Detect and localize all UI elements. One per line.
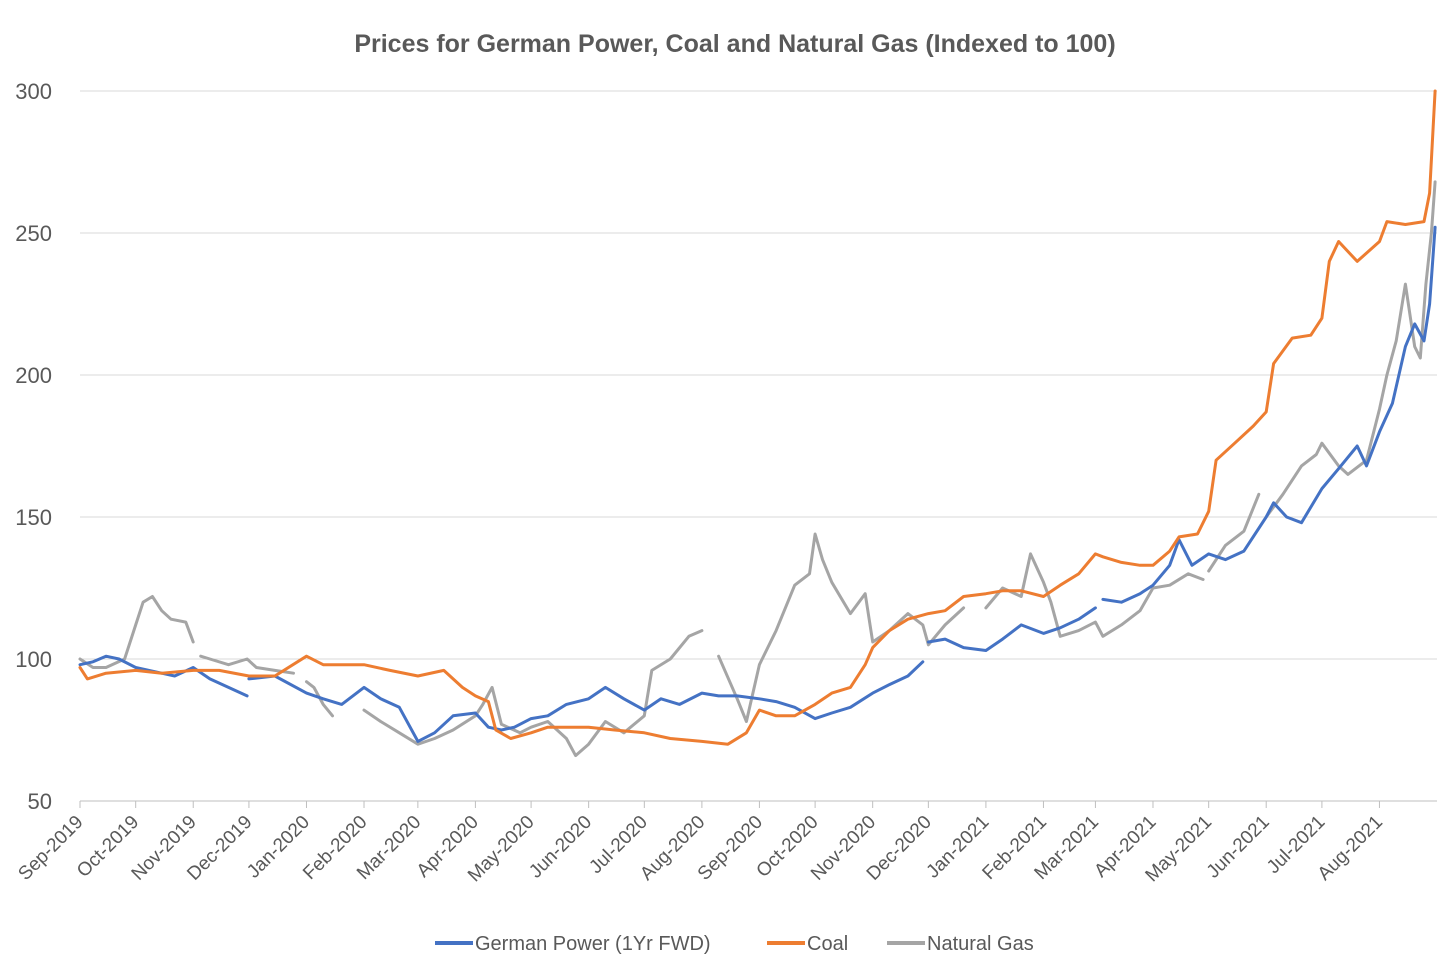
y-tick-label: 250 xyxy=(15,221,52,246)
legend-label: Coal xyxy=(807,933,848,955)
series-line-german-power-1yr-fwd xyxy=(78,225,1437,743)
y-tick-label: 100 xyxy=(15,647,52,672)
y-tick-label: 150 xyxy=(15,505,52,530)
x-tick-label: Sep-2019 xyxy=(14,812,87,885)
series-line-coal xyxy=(78,89,1437,746)
y-tick-label: 50 xyxy=(28,789,52,814)
y-axis-ticks: 50 100 150 200 250 300 xyxy=(15,79,52,814)
x-tick-label: Jun-2020 xyxy=(525,812,596,883)
x-axis-ticks: Sep-2019Oct-2019Nov-2019Dec-2019Jan-2020… xyxy=(14,801,1387,886)
legend: German Power (1Yr FWD) Coal Natural Gas xyxy=(435,933,1034,955)
y-tick-label: 300 xyxy=(15,79,52,104)
gridlines xyxy=(80,90,1437,660)
x-tick-label: Jun-2021 xyxy=(1203,812,1274,883)
series-lines xyxy=(78,89,1437,758)
legend-label: Natural Gas xyxy=(927,933,1034,955)
legend-label: German Power (1Yr FWD) xyxy=(475,933,711,955)
chart-title: Prices for German Power, Coal and Natura… xyxy=(354,30,1115,58)
y-tick-label: 200 xyxy=(15,363,52,388)
